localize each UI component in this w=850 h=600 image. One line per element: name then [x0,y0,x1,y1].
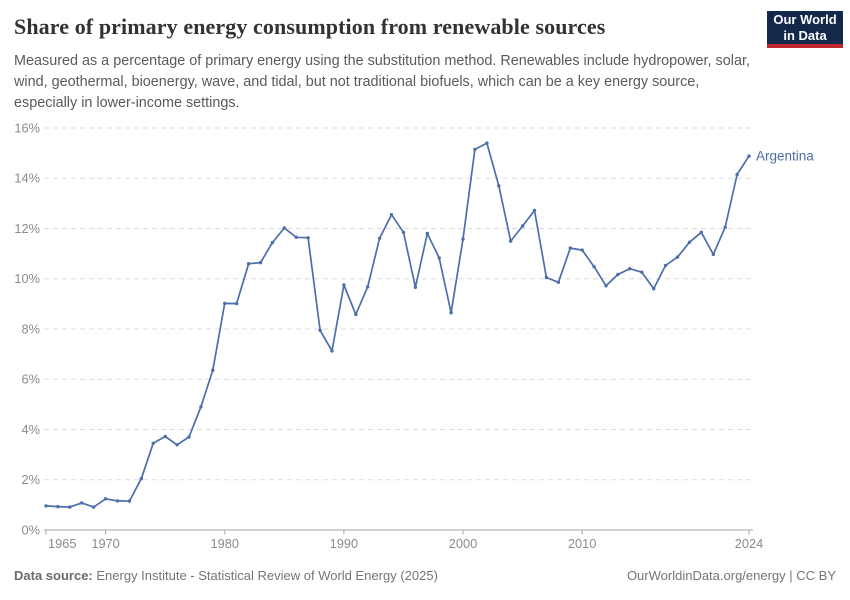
data-point [377,236,382,240]
data-point [151,441,155,445]
data-point [234,301,239,306]
chart-subtitle: Measured as a percentage of primary ener… [14,53,750,111]
data-point [485,141,489,145]
data-point [294,235,298,239]
data-point [389,213,394,217]
data-point [735,172,739,177]
data-point [723,225,727,229]
y-gridlines [44,127,753,531]
data-point [497,184,501,188]
svg-text:1980: 1980 [210,536,238,551]
data-point [163,434,167,439]
data-series-argentina[interactable]: Argentina [44,141,814,509]
data-point [318,328,322,332]
data-point [103,497,108,501]
svg-text:14%: 14% [14,171,40,186]
svg-text:1990: 1990 [330,536,358,551]
svg-text:2010: 2010 [568,536,596,551]
data-point [413,285,418,289]
x-axis: 1965 1970 1980 1990 2000 2010 2024 [45,530,763,551]
data-point [461,237,465,241]
data-point [437,256,441,260]
svg-text:2000: 2000 [449,536,477,551]
data-point [175,443,179,447]
data-point [592,265,596,269]
y-axis-labels: 0% 2% 4% 6% 8% 10% 12% 14% 16% [14,120,40,537]
data-point [330,349,334,353]
data-point [342,283,346,287]
data-point [44,504,48,508]
svg-text:8%: 8% [22,321,41,336]
data-point [354,312,358,317]
data-point [282,226,286,230]
data-source-label: Data source: [14,568,93,583]
data-point [425,231,429,236]
data-point [187,435,191,439]
data-point [92,505,96,509]
data-point [139,477,143,481]
data-point [616,272,620,277]
data-source: Data source: Energy Institute - Statisti… [14,568,438,583]
data-source-value: Energy Institute - Statistical Review of… [96,568,438,583]
page-title: Share of primary energy consumption from… [14,14,606,39]
svg-text:12%: 12% [14,221,40,236]
data-point [568,246,572,250]
owid-logo-line1: Our World [773,11,837,27]
data-point [747,154,751,158]
data-point [401,230,406,234]
data-line [45,142,750,508]
svg-text:16%: 16% [14,120,40,135]
data-point [556,280,561,284]
data-point [199,405,203,409]
svg-text:0%: 0% [22,522,41,537]
attribution-link[interactable]: OurWorldinData.org/energy | CC BY [626,568,836,583]
owid-logo-line2: in Data [783,27,827,43]
data-point [246,262,251,266]
series-end-label: Argentina [756,149,814,164]
data-point [628,267,632,271]
svg-text:4%: 4% [22,422,41,437]
data-point [520,224,525,228]
svg-text:1970: 1970 [91,536,119,551]
data-point [258,261,263,265]
svg-text:2%: 2% [22,472,41,487]
data-point [663,263,668,268]
data-point [473,147,477,152]
data-point [652,287,656,291]
data-point [449,311,453,315]
data-point [211,368,215,372]
data-point [80,501,84,505]
data-point [675,255,680,259]
svg-text:10%: 10% [14,271,40,286]
svg-text:1965: 1965 [48,536,76,551]
owid-logo[interactable]: Our World in Data [767,11,843,48]
data-point [699,230,703,234]
data-point [270,240,275,245]
data-point [580,248,584,252]
data-point [223,301,227,306]
data-point [544,275,549,280]
data-point [711,252,715,257]
data-point [509,239,513,243]
data-point [56,504,60,509]
data-point [604,284,608,288]
data-point [640,270,644,274]
chart-footer: Data source: Energy Institute - Statisti… [14,568,836,583]
data-point [532,208,537,213]
svg-text:6%: 6% [22,372,41,387]
data-point [115,499,120,503]
data-point [68,505,72,509]
data-point [366,285,370,289]
svg-text:2024: 2024 [735,536,763,551]
data-point [687,240,692,244]
data-point [306,236,310,240]
data-point [127,499,132,503]
